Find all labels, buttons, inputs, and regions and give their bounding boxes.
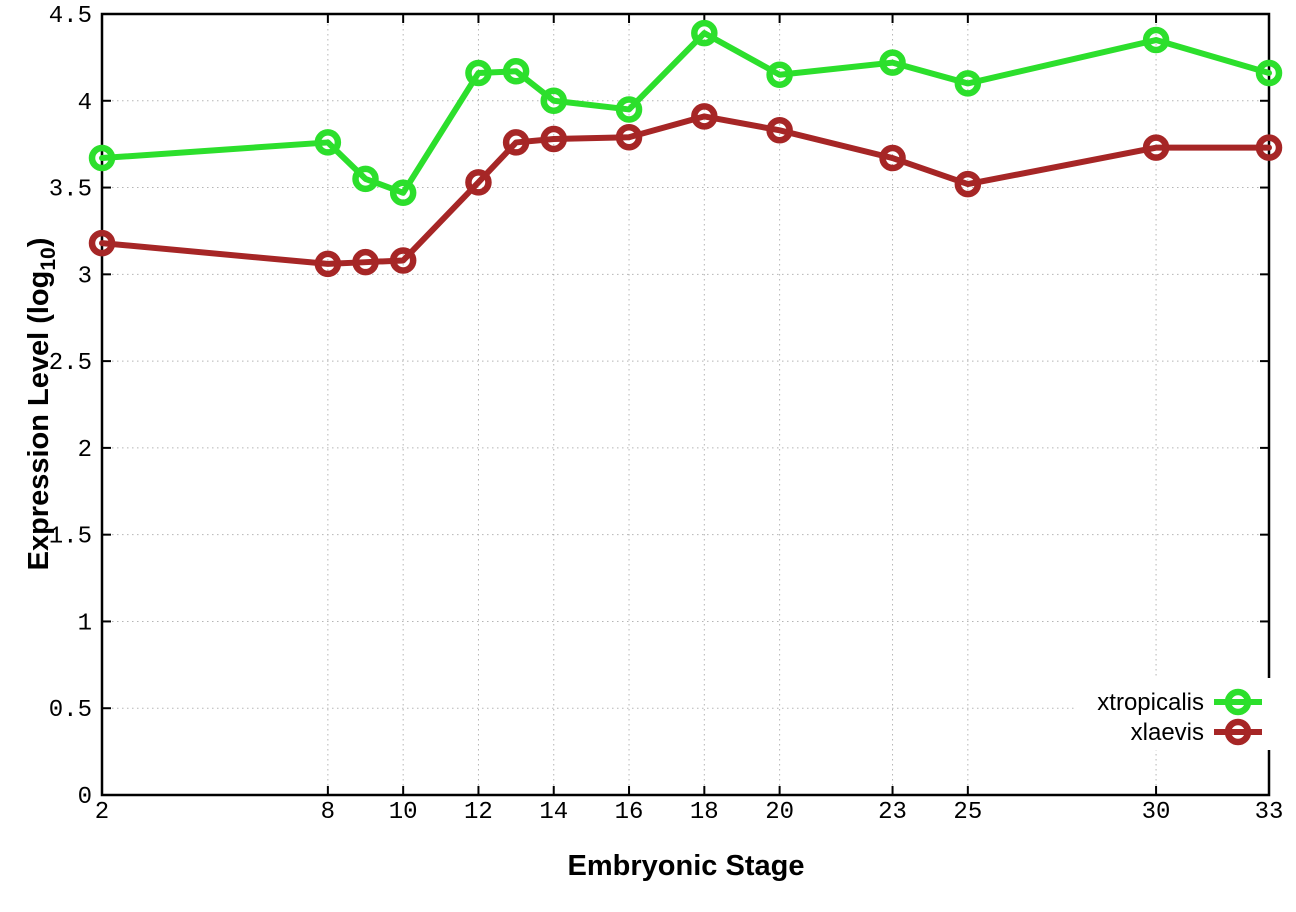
x-tick-label-33: 33 [1255, 799, 1284, 826]
y-tick-label-1.5: 1.5 [49, 524, 92, 551]
x-tick-label-30: 30 [1142, 799, 1171, 826]
y-axis-title-main: Expression Level (log [23, 271, 55, 571]
data-point-xtropicalis-stage-14 [540, 87, 567, 115]
y-axis-title: Expression Level (log10) [23, 238, 60, 571]
y-tick-label-2: 2 [78, 437, 92, 464]
data-point-xtropicalis-stage-33 [1255, 59, 1283, 87]
data-point-xlaevis-stage-8 [314, 250, 342, 278]
data-point-xlaevis-stage-2 [88, 229, 116, 257]
data-point-xlaevis-stage-30 [1142, 134, 1170, 161]
data-point-xlaevis-stage-25 [954, 170, 982, 198]
y-tick-label-4.5: 4.5 [49, 3, 92, 30]
legend-marker-point-xtropicalis [1224, 688, 1252, 716]
data-point-xtropicalis-stage-2 [88, 144, 116, 172]
x-tick-label-23: 23 [878, 799, 907, 826]
legend-markers [1214, 688, 1262, 746]
legend-label-xtropicalis: xtropicalis [1097, 689, 1204, 716]
y-axis-title-subscript: 10 [37, 247, 60, 270]
y-axis-title-end: ) [23, 238, 55, 248]
data-point-xlaevis-stage-14 [540, 125, 567, 153]
grid-layer [102, 14, 1269, 795]
data-point-xtropicalis-stage-8 [314, 129, 342, 156]
data-point-xtropicalis-stage-12 [465, 59, 492, 87]
series-line-xtropicalis [99, 30, 1272, 196]
x-tick-label-25: 25 [953, 799, 982, 826]
data-point-xlaevis-stage-10 [389, 247, 417, 274]
plot-border-layer [100, 12, 1271, 797]
data-point-xtropicalis-stage-20 [766, 61, 793, 88]
data-point-xlaevis-stage-12 [465, 169, 492, 196]
y-tick-label-0.5: 0.5 [49, 697, 92, 724]
data-point-xlaevis-stage-9 [352, 248, 379, 276]
legend: xtropicalis xlaevis [1075, 678, 1271, 750]
data-point-xtropicalis-stage-23 [879, 49, 906, 76]
series-line-xlaevis [99, 113, 1272, 267]
x-tick-label-12: 12 [464, 799, 493, 826]
data-point-xlaevis-stage-16 [615, 123, 643, 151]
data-point-xtropicalis-stage-9 [352, 165, 379, 193]
x-tick-label-14: 14 [539, 799, 568, 826]
tick-layer: 2 8 10 12 14 16 18 20 23 25 30 33 0 0.5 1 1.5 2 2.5 3 3.5 4 4… [49, 3, 1284, 826]
data-point-xtropicalis-stage-30 [1142, 26, 1170, 54]
x-tick-label-18: 18 [690, 799, 719, 826]
data-point-xlaevis-stage-13 [502, 129, 530, 156]
legend-marker-point-xlaevis [1224, 718, 1252, 746]
data-point-xtropicalis-stage-18 [691, 19, 718, 47]
data-point-xlaevis-stage-33 [1255, 134, 1283, 161]
y-tick-label-2.5: 2.5 [49, 350, 92, 377]
x-tick-label-16: 16 [615, 799, 644, 826]
data-point-xtropicalis-stage-16 [615, 96, 643, 123]
data-point-xlaevis-stage-18 [691, 103, 718, 130]
y-tick-label-3.5: 3.5 [49, 177, 92, 204]
data-point-xtropicalis-stage-13 [502, 58, 530, 85]
y-tick-label-1: 1 [78, 610, 92, 637]
x-axis-title: Embryonic Stage [568, 850, 805, 882]
y-tick-label-0: 0 [78, 784, 92, 811]
x-tick-label-20: 20 [765, 799, 794, 826]
plot-border [100, 12, 1271, 797]
x-tick-label-10: 10 [389, 799, 418, 826]
data-point-xlaevis-stage-23 [879, 144, 906, 172]
legend-label-xlaevis: xlaevis [1131, 719, 1204, 746]
x-tick-label-8: 8 [321, 799, 335, 826]
y-tick-label-3: 3 [78, 263, 92, 290]
series-layer [88, 19, 1283, 278]
data-point-xlaevis-stage-20 [766, 117, 793, 144]
data-point-xtropicalis-stage-10 [389, 179, 417, 207]
data-point-xtropicalis-stage-25 [954, 70, 982, 97]
x-tick-label-2: 2 [95, 799, 109, 826]
y-tick-label-4: 4 [78, 90, 92, 117]
